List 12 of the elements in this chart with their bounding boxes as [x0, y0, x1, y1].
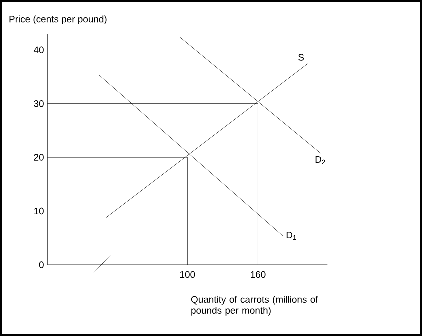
y-tick-label: 20 [34, 154, 44, 161]
series-label: S [298, 54, 304, 61]
y-axis-title: Price (cents per pound) [10, 16, 107, 25]
x-axis-title: Quantity of carrots (millions of pounds per month) [191, 296, 318, 316]
x-tick-label: 160 [251, 271, 266, 278]
x-tick-label: 100 [180, 271, 196, 278]
series-label: D$_{1}$ [286, 232, 296, 240]
y-tick-label: 40 [34, 46, 44, 54]
y-tick-label: 30 [34, 100, 44, 108]
y-tick-label: 0 [39, 262, 44, 268]
series-label: D$_{2}$ [316, 156, 326, 165]
y-tick-label: 10 [34, 208, 44, 215]
